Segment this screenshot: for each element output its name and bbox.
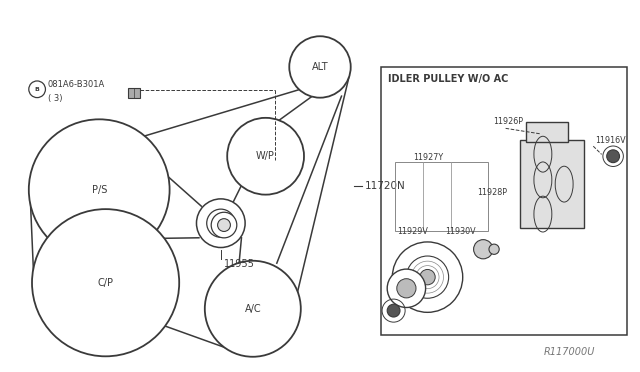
Text: 11929V: 11929V: [397, 227, 428, 236]
Text: 081A6-B301A: 081A6-B301A: [48, 80, 105, 89]
Text: ( 3): ( 3): [48, 94, 63, 103]
Ellipse shape: [489, 244, 499, 254]
Ellipse shape: [218, 219, 230, 231]
Ellipse shape: [397, 279, 416, 298]
FancyBboxPatch shape: [526, 122, 568, 142]
Text: B: B: [35, 87, 40, 92]
Text: 11955: 11955: [224, 259, 255, 269]
FancyBboxPatch shape: [520, 140, 584, 228]
FancyBboxPatch shape: [128, 88, 140, 98]
Ellipse shape: [392, 242, 463, 312]
Text: 11720N: 11720N: [365, 181, 406, 191]
Ellipse shape: [607, 150, 620, 163]
Ellipse shape: [211, 212, 237, 238]
Ellipse shape: [214, 217, 227, 230]
Ellipse shape: [32, 209, 179, 356]
Ellipse shape: [29, 119, 170, 260]
Ellipse shape: [387, 269, 426, 308]
Ellipse shape: [420, 269, 435, 285]
Text: 11916V: 11916V: [595, 136, 626, 145]
Text: R117000U: R117000U: [544, 347, 595, 357]
Ellipse shape: [205, 261, 301, 357]
Text: P/S: P/S: [92, 185, 107, 195]
Text: 11930V: 11930V: [445, 227, 476, 236]
FancyBboxPatch shape: [381, 67, 627, 335]
Ellipse shape: [289, 36, 351, 98]
Ellipse shape: [387, 304, 400, 317]
Text: 11926P: 11926P: [493, 118, 523, 126]
Text: C/P: C/P: [98, 278, 114, 288]
Text: A/C: A/C: [244, 304, 261, 314]
Ellipse shape: [474, 240, 493, 259]
Ellipse shape: [227, 118, 304, 195]
Text: 11927Y: 11927Y: [413, 153, 443, 162]
Text: ALT: ALT: [312, 62, 328, 72]
Text: W/P: W/P: [256, 151, 275, 161]
Text: IDLER PULLEY W/O AC: IDLER PULLEY W/O AC: [388, 74, 509, 84]
Text: 11928P: 11928P: [477, 188, 507, 197]
Ellipse shape: [196, 199, 245, 247]
Ellipse shape: [406, 256, 449, 298]
Ellipse shape: [207, 209, 235, 237]
